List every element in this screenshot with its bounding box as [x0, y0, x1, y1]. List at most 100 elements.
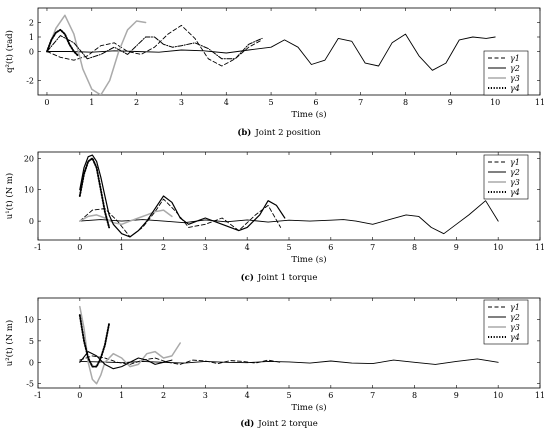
x-tick-label: 8 [412, 243, 417, 252]
series-line-gamma4 [78, 157, 111, 229]
y-tick-label: 20 [24, 154, 34, 163]
x-tick-label: 0 [44, 98, 49, 107]
series-line-gamma3 [79, 305, 181, 385]
plot-frame [37, 7, 541, 96]
legend-label: γ1 [510, 54, 520, 63]
chart-panel-1: -1 0 1 2 3 4 5 6 7 8 9 10 11 0 10 20 Time (s) u¹(t) (N m)… [4, 151, 545, 283]
x-tick-label: 0 [77, 243, 82, 252]
series-line-gamma3 [79, 209, 173, 226]
legend-label: γ2 [510, 64, 520, 73]
y-tick-label: -2 [26, 77, 34, 86]
x-tick-label: 4 [224, 98, 229, 107]
x-tick-label: 11 [535, 243, 545, 252]
series-line-gamma1 [79, 355, 282, 365]
x-tick-label: 2 [161, 243, 166, 252]
x-tick-label: 7 [370, 391, 375, 400]
y-axis-label: q²(t) (rad) [4, 30, 15, 73]
x-tick-label: 9 [454, 243, 459, 252]
legend-label: γ1 [510, 158, 520, 167]
legend-label: γ4 [510, 333, 520, 342]
legend-label: γ1 [510, 303, 520, 312]
y-axis-label: u²(t) (N m) [4, 320, 15, 366]
legend-label: γ3 [510, 74, 520, 83]
legend-label: γ2 [510, 168, 520, 177]
x-tick-label: 5 [286, 243, 291, 252]
x-tick-label: 2 [161, 391, 166, 400]
y-tick-label: 0 [29, 358, 34, 367]
figure-caption: (b) Joint 2 position [237, 127, 321, 138]
y-tick-label: -5 [26, 380, 34, 389]
figure-caption: (c) Joint 1 torque [241, 272, 318, 283]
x-tick-label: 10 [493, 243, 503, 252]
caption-text: Joint 2 position [254, 128, 321, 138]
y-tick-label: 5 [29, 337, 34, 346]
y-tick-label: 10 [24, 186, 34, 195]
x-tick-label: 11 [535, 391, 545, 400]
series-line-extra-4 [79, 154, 286, 238]
legend-label: γ2 [510, 313, 520, 322]
series-line-gamma1 [79, 198, 282, 238]
x-tick-label: 3 [203, 243, 208, 252]
chart-panel-0: 0 1 2 3 4 5 6 7 8 9 10 11 -2 0 1 2 Time (s) q²(t) (rad) γ1… [4, 7, 545, 138]
series-line-extra-4 [46, 35, 263, 60]
x-tick-label: 6 [328, 391, 333, 400]
x-axis-label: Time (s) [291, 254, 326, 265]
y-tick-label: 10 [24, 315, 34, 324]
x-tick-label: 6 [328, 243, 333, 252]
series-line-gamma2 [46, 33, 496, 71]
x-tick-label: 5 [269, 98, 274, 107]
x-tick-label: 2 [134, 98, 139, 107]
y-tick-label: 0 [29, 217, 34, 226]
caption-label: (c) [241, 272, 254, 283]
plot-frame [37, 297, 541, 389]
x-tick-label: 8 [412, 391, 417, 400]
x-tick-label: -1 [34, 391, 42, 400]
plot-frame [37, 151, 541, 241]
caption-text: Joint 1 torque [257, 273, 318, 283]
series-line-extra-4 [79, 351, 173, 370]
legend-label: γ4 [510, 84, 520, 93]
x-axis-label: Time (s) [291, 402, 326, 413]
caption-label: (d) [240, 418, 254, 429]
x-tick-label: 9 [448, 98, 453, 107]
y-axis-label: u¹(t) (N m) [4, 173, 15, 219]
series-line-gamma2 [79, 200, 499, 235]
y-tick-label: 0 [29, 48, 34, 57]
legend-label: γ3 [510, 323, 520, 332]
x-tick-label: 1 [119, 391, 124, 400]
x-tick-label: 10 [490, 98, 500, 107]
series-group [46, 14, 496, 95]
x-tick-label: 1 [89, 98, 94, 107]
x-tick-label: 8 [403, 98, 408, 107]
x-tick-label: 6 [313, 98, 318, 107]
x-tick-label: 7 [358, 98, 363, 107]
x-tick-label: 0 [77, 391, 82, 400]
chart-panel-2: -1 0 1 2 3 4 5 6 7 8 9 10 11 -5 0 5 10 Time (s) u²(t) (N m… [4, 297, 545, 429]
x-tick-label: 5 [286, 391, 291, 400]
figure-caption: (d) Joint 2 torque [240, 418, 318, 429]
series-line-gamma1 [46, 24, 263, 67]
x-tick-label: 7 [370, 243, 375, 252]
x-tick-label: 1 [119, 243, 124, 252]
series-line-gamma4 [46, 28, 80, 57]
series-group [78, 154, 499, 238]
x-tick-label: 4 [245, 243, 250, 252]
x-tick-label: 3 [179, 98, 184, 107]
x-tick-label: 3 [203, 391, 208, 400]
caption-label: (b) [237, 127, 251, 138]
series-group [78, 305, 499, 385]
x-tick-label: 11 [535, 98, 545, 107]
x-tick-label: 10 [493, 391, 503, 400]
y-tick-label: 2 [29, 19, 34, 28]
x-tick-label: -1 [34, 243, 42, 252]
x-tick-label: 9 [454, 391, 459, 400]
x-tick-label: 4 [245, 391, 250, 400]
series-line-gamma4 [78, 314, 111, 368]
legend-label: γ3 [510, 178, 520, 187]
x-axis-label: Time (s) [291, 109, 326, 120]
caption-text: Joint 2 torque [257, 419, 318, 429]
